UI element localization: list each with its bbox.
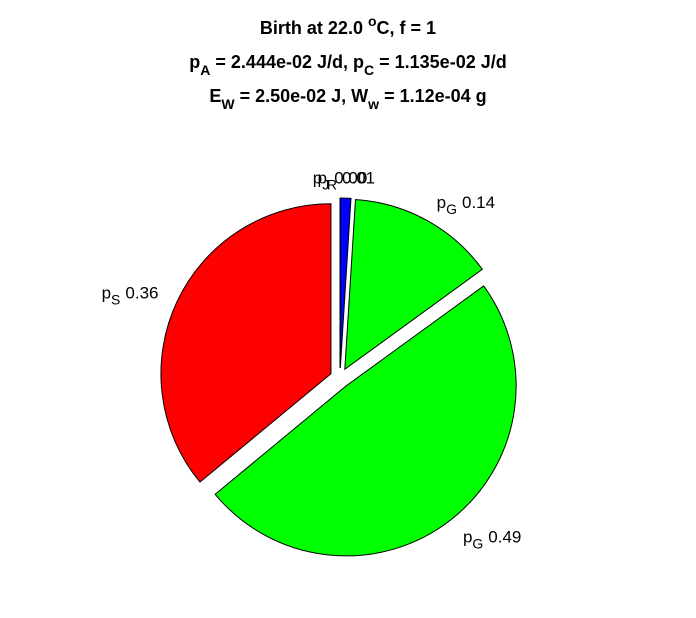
label-value: 0.00 (334, 168, 367, 187)
title-text: Birth at 22.0 (260, 18, 368, 38)
label-value: 0.01 (342, 168, 375, 187)
chart-title: Birth at 22.0 oC, f = 1 (260, 13, 436, 38)
title-sup: o (368, 13, 377, 29)
title-text: p (189, 52, 200, 72)
title-sub: w (367, 96, 379, 112)
label-sub: G (472, 536, 483, 552)
slice-label: pR 0.01 (317, 168, 375, 192)
label-name: p (102, 284, 111, 303)
label-sub: J (322, 176, 329, 192)
slice-label: pS 0.36 (102, 284, 159, 308)
label-name: p (313, 168, 322, 187)
label-value: 0.14 (462, 193, 495, 212)
pie-slice (214, 285, 517, 557)
label-name: p (463, 528, 472, 547)
label-sub: R (327, 176, 337, 192)
title-text: = 2.50e-02 J, W (235, 86, 369, 106)
title-text: = 2.444e-02 J/d, p (210, 52, 364, 72)
slice-label: pJ 0.00 (313, 168, 368, 192)
slice-label: pG 0.49 (463, 528, 521, 552)
label-value: 0.36 (125, 284, 158, 303)
title-sub: C (364, 62, 374, 78)
title-text: = 1.135e-02 J/d (374, 52, 507, 72)
title-text: E (209, 86, 221, 106)
pie-slice (160, 203, 332, 483)
title-text: = 1.12e-04 g (379, 86, 487, 106)
label-sub: S (111, 292, 120, 308)
label-value: 0.49 (488, 528, 521, 547)
label-sub: G (446, 201, 457, 217)
title-text: C, f = 1 (377, 18, 437, 38)
label-name: p (437, 193, 446, 212)
title-sub: A (200, 62, 210, 78)
pie-slice (344, 199, 484, 371)
chart-title: EW = 2.50e-02 J, Ww = 1.12e-04 g (209, 86, 486, 112)
title-sub: W (221, 96, 235, 112)
slice-label: pG 0.14 (437, 193, 495, 217)
label-name: p (317, 168, 326, 187)
chart-title: pA = 2.444e-02 J/d, pC = 1.135e-02 J/d (189, 52, 506, 78)
